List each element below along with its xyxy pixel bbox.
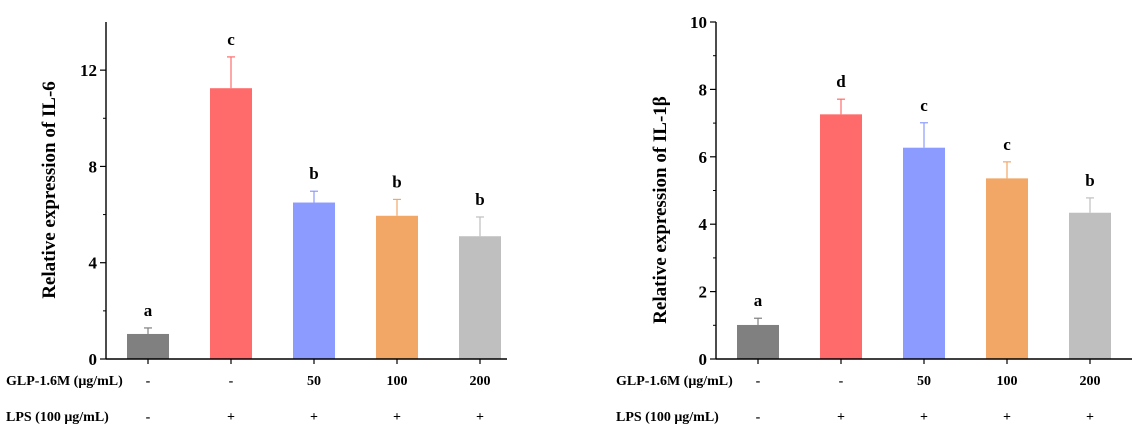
y-tick-label: 0 xyxy=(699,350,708,369)
error-bar xyxy=(227,56,235,89)
y-axis-label: Relative expression of IL-6 xyxy=(39,81,60,299)
lps-condition-label: - xyxy=(146,410,151,425)
bar xyxy=(986,178,1028,359)
glp-condition-label: 50 xyxy=(917,374,931,389)
significance-label: b xyxy=(309,164,318,183)
significance-label: b xyxy=(475,190,484,209)
error-bar xyxy=(837,98,845,115)
bars: a c b b b xyxy=(127,30,501,360)
error-bar xyxy=(476,216,484,237)
significance-label: c xyxy=(227,30,235,49)
error-bar xyxy=(920,122,928,148)
condition-labels: - - - +50 +100 +200 + xyxy=(146,374,491,425)
significance-label: b xyxy=(392,172,401,191)
significance-label: a xyxy=(754,291,763,310)
error-bar xyxy=(310,190,318,203)
error-bar xyxy=(393,198,401,216)
axes: 0 4 8 12 xyxy=(80,22,507,369)
glp-condition-label: 100 xyxy=(387,374,408,389)
glp-condition-label: - xyxy=(229,374,234,389)
y-tick-label: 6 xyxy=(699,148,708,167)
glp-condition-label: 200 xyxy=(470,374,491,389)
y-tick-label: 4 xyxy=(699,215,708,234)
significance-label: a xyxy=(144,301,153,320)
significance-label: b xyxy=(1085,171,1094,190)
y-tick-label: 4 xyxy=(89,254,98,273)
y-tick-label: 2 xyxy=(699,283,708,302)
glp-condition-label: - xyxy=(839,374,844,389)
bar xyxy=(1069,212,1111,359)
lps-condition-label: + xyxy=(393,410,401,425)
bar xyxy=(459,236,501,359)
condition-labels: - - - +50 +100 +200 + xyxy=(756,374,1101,425)
bar xyxy=(210,88,252,360)
lps-condition-label: + xyxy=(1003,410,1011,425)
bars: a d c c b xyxy=(737,72,1111,359)
y-tick-label: 8 xyxy=(699,80,708,99)
bar xyxy=(903,147,945,359)
glp-row-label: GLP-1.6M (μg/mL) xyxy=(616,374,733,389)
significance-label: d xyxy=(836,72,846,91)
significance-label: c xyxy=(1003,135,1011,154)
significance-label: c xyxy=(920,96,928,115)
lps-row-label: LPS (100 μg/mL) xyxy=(616,410,719,425)
glp-condition-label: - xyxy=(146,374,151,389)
lps-condition-label: + xyxy=(476,410,484,425)
lps-condition-label: + xyxy=(310,410,318,425)
il1b-chart: Relative expression of IL-1β a d c c b 0 2 4 6 8… xyxy=(616,13,1132,425)
lps-condition-label: - xyxy=(756,410,761,425)
glp-condition-label: 100 xyxy=(997,374,1018,389)
bar xyxy=(293,202,335,359)
lps-condition-label: + xyxy=(837,410,845,425)
error-bar xyxy=(144,327,152,334)
glp-row-label: GLP-1.6M (μg/mL) xyxy=(6,374,123,389)
bar xyxy=(376,215,418,359)
error-bar xyxy=(1003,161,1011,179)
glp-condition-label: 50 xyxy=(307,374,321,389)
bar xyxy=(820,114,862,359)
il6-chart: Relative expression of IL-6 acb bb 04812 … xyxy=(6,22,507,425)
axes: 0 2 4 6 8 10 xyxy=(690,13,1132,369)
error-bar xyxy=(754,317,762,325)
lps-condition-label: + xyxy=(227,410,235,425)
lps-condition-label: + xyxy=(920,410,928,425)
error-bar xyxy=(1086,197,1094,213)
y-tick-label: 0 xyxy=(89,350,98,369)
bar xyxy=(737,324,779,359)
glp-condition-label: 200 xyxy=(1080,374,1101,389)
glp-condition-label: - xyxy=(756,374,761,389)
y-axis-label: Relative expression of IL-1β xyxy=(650,96,671,324)
y-tick-label: 10 xyxy=(690,13,707,32)
lps-row-label: LPS (100 μg/mL) xyxy=(6,410,109,425)
lps-condition-label: + xyxy=(1086,410,1094,425)
y-tick-label: 8 xyxy=(89,157,98,176)
bar xyxy=(127,333,169,359)
y-tick-label: 12 xyxy=(80,61,97,80)
